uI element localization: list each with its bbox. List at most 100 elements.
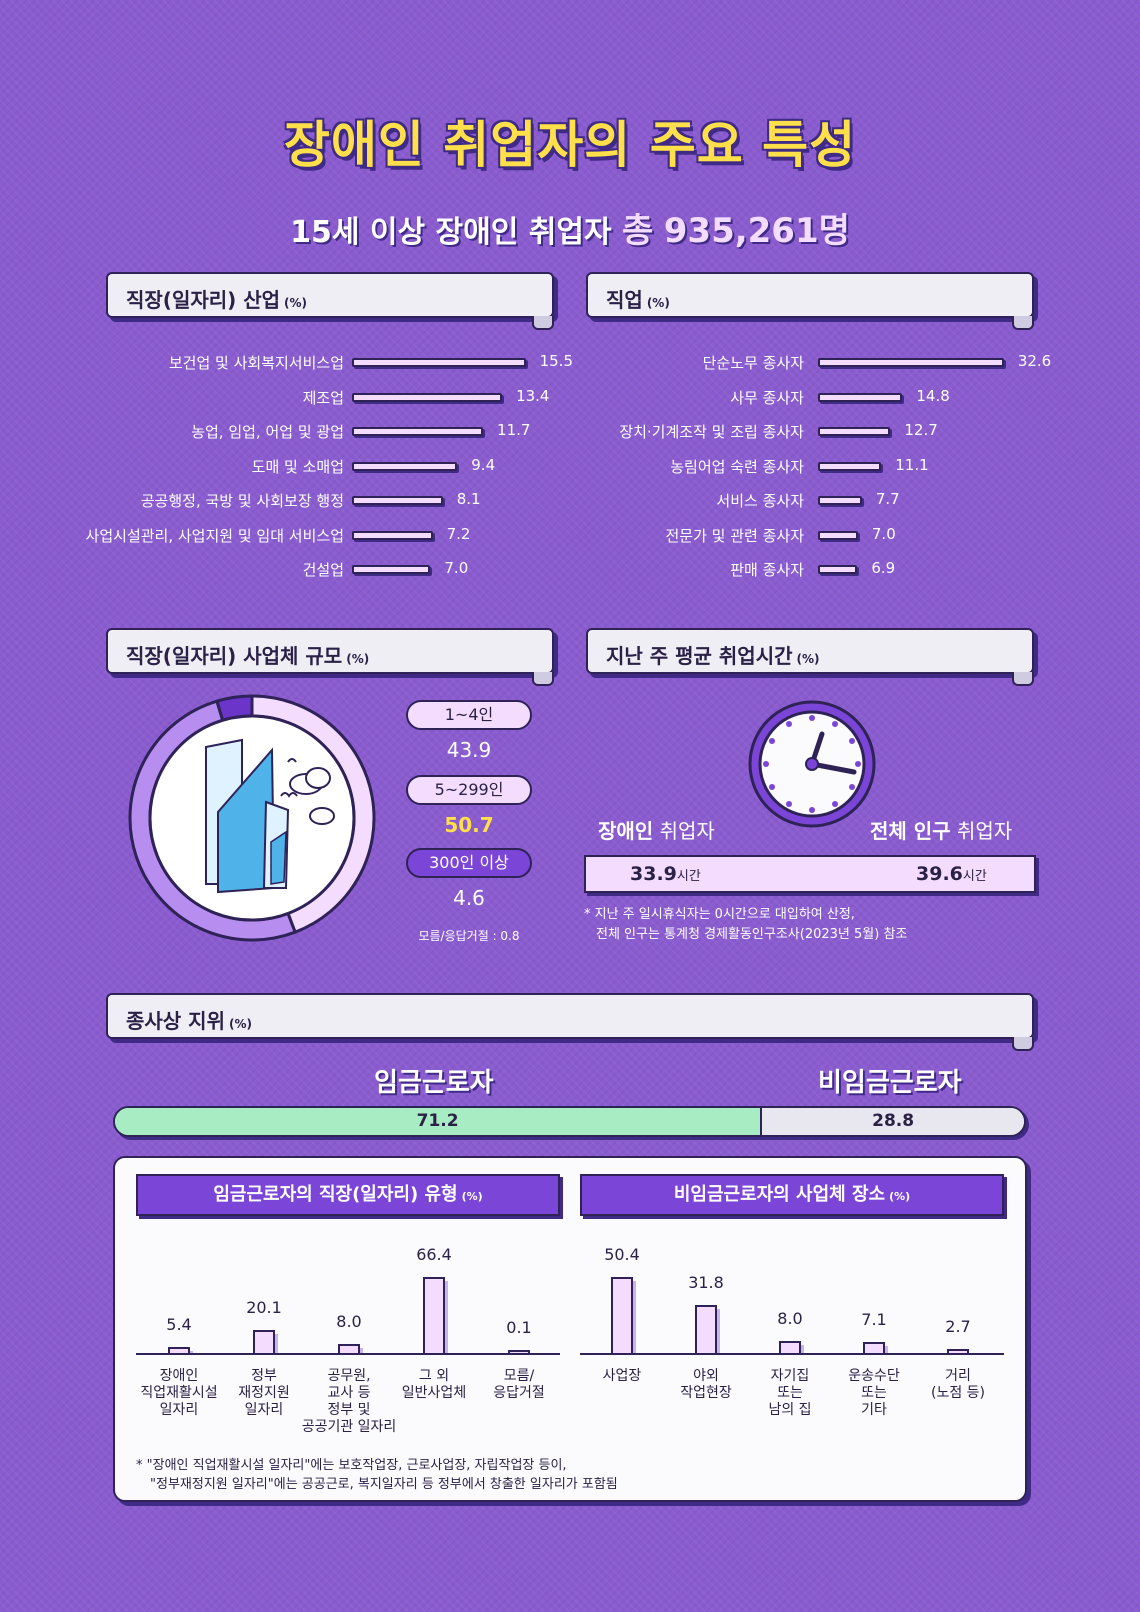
- hbar-label: 제조업: [0, 385, 344, 409]
- vbar-category-line: 정부: [251, 1368, 277, 1384]
- vbar-category-line: 응답거절: [493, 1385, 545, 1401]
- nonwage-place-title-unit: (%): [889, 1190, 911, 1203]
- vbar-category-line: 사업장: [602, 1368, 642, 1384]
- vbar-mark: [253, 1329, 275, 1353]
- vbar-category: 그 외 일반사업체: [379, 1368, 489, 1402]
- header-curl-decoration: [532, 672, 554, 686]
- size-legend-pill: 1~4인: [406, 700, 532, 730]
- hbar-value: 15.5: [539, 352, 573, 370]
- hbar-label: 공공행정, 국방 및 사회보장 행정: [0, 488, 344, 512]
- nonwage-place-baseline: [580, 1353, 1004, 1355]
- size-legend-pill: 300인 이상: [406, 848, 532, 878]
- vbar-category-line: 장애인: [159, 1368, 199, 1384]
- hbar-label-text: 보건업 및 사회복지서비스업: [168, 354, 344, 372]
- hbar-label-text: 건설업: [302, 561, 344, 579]
- hours-value-total-number: 39.6: [916, 863, 963, 885]
- vbar-mark: [611, 1277, 633, 1353]
- hbar-label: 전문가 및 관련 종사자: [0, 523, 804, 547]
- hours-note-2: 전체 인구는 통계청 경제활동인구조사(2023년 5월) 참조: [596, 927, 908, 942]
- hours-section-unit: (%): [796, 652, 820, 666]
- vbar-mark: [947, 1348, 969, 1353]
- hbar-label-text: 제조업: [302, 388, 344, 407]
- header-curl-decoration: [1012, 1037, 1034, 1051]
- wage-type-title-text: 임금근로자의 직장(일자리) 유형: [213, 1184, 458, 1205]
- status-label-wage: 임금근로자: [374, 1068, 494, 1098]
- vbar-value: 31.8: [688, 1273, 724, 1293]
- hbar-label-text: 도매 및 소매업: [251, 457, 344, 476]
- subtitle-total: 935,261: [663, 211, 819, 251]
- hours-note-1: * 지난 주 일시휴식자는 0시간으로 대입하여 산정,: [584, 907, 855, 922]
- hbar-mark: [818, 461, 882, 471]
- vbar-category-line: 직업재활시설: [140, 1385, 218, 1401]
- occupation-section-title: 직업: [606, 288, 643, 312]
- hbar-label: 판매 종사자: [0, 557, 804, 581]
- header-curl-decoration: [1012, 672, 1034, 686]
- size-section-unit: (%): [346, 652, 370, 666]
- vbar-category-line: 야외: [693, 1368, 719, 1384]
- vbar-value: 8.0: [336, 1311, 362, 1331]
- vbar-category-line: 또는: [861, 1385, 887, 1401]
- hbar-label: 장치·기계조작 및 조립 종사자: [0, 419, 804, 443]
- industry-section-header: 직장(일자리) 산업 (%): [106, 272, 554, 330]
- vbar-category-line: 일반사업체: [401, 1385, 467, 1401]
- clock-icon: [748, 700, 876, 828]
- hours-label-disabled-strong: 장애인: [598, 819, 654, 843]
- vbar-mark: [508, 1350, 530, 1353]
- vbar-category: 거리 (노점 등): [903, 1368, 1013, 1402]
- hbar-label: 건설업: [0, 557, 344, 581]
- vbar-mark: [695, 1305, 717, 1353]
- hbar-label-text: 전문가 및 관련 종사자: [665, 526, 804, 545]
- hbar-mark: [352, 565, 431, 574]
- page-title: 장애인 취업자의 주요 특성: [283, 116, 857, 174]
- vbar-mark: [338, 1343, 360, 1353]
- vbar-category-line: 기타: [861, 1402, 887, 1418]
- hours-label-total-rest: 취업자: [956, 819, 1013, 843]
- hbar-label: 농업, 임업, 어업 및 광업: [0, 419, 344, 443]
- size-section-header: 직장(일자리) 사업체 규모 (%): [106, 628, 554, 686]
- hours-bar: 33.9시간 39.6시간: [584, 855, 1036, 893]
- hbar-value: 6.9: [871, 559, 896, 577]
- hbar-mark: [818, 427, 891, 436]
- wage-type-title-unit: (%): [461, 1190, 483, 1203]
- status-segment: 28.8: [762, 1108, 1024, 1135]
- vbar-value: 8.0: [777, 1308, 803, 1328]
- vbar-value: 50.4: [604, 1245, 640, 1264]
- vbar-value: 66.4: [416, 1245, 452, 1264]
- hbar-label: 도매 및 소매업: [0, 454, 344, 478]
- hours-section-header: 지난 주 평균 취업시간 (%): [586, 628, 1034, 686]
- hbar-value: 7.0: [871, 524, 896, 543]
- wage-type-chart-title: 임금근로자의 직장(일자리) 유형 (%): [136, 1174, 560, 1216]
- hours-value-disabled-number: 33.9: [630, 863, 677, 885]
- footnote-1: * "장애인 직업재활시설 일자리"에는 보호작업장, 근로사업장, 자립작업장…: [136, 1458, 567, 1473]
- hbar-label-text: 서비스 종사자: [716, 492, 804, 510]
- hours-value-total: 39.6시간: [916, 863, 987, 885]
- wage-type-baseline: [136, 1353, 560, 1355]
- status-segment: 71.2: [115, 1108, 763, 1135]
- hbar-value: 11.7: [497, 421, 531, 439]
- vbar-category-line: 남의 집: [768, 1402, 812, 1418]
- footnote-2: "정부재정지원 일자리"에는 공공근로, 복지일자리 등 정부에서 창출한 일자…: [150, 1477, 618, 1492]
- hbar-label-text: 농업, 임업, 어업 및 광업: [191, 423, 344, 441]
- vbar-category: 야외 작업현장: [651, 1368, 761, 1402]
- vbar-value: 0.1: [506, 1318, 532, 1337]
- size-note: 모름/응답거절 : 0.8: [418, 929, 520, 943]
- hbar-value: 7.2: [446, 524, 471, 543]
- industry-section-unit: (%): [284, 296, 308, 310]
- hours-label-total-strong: 전체 인구: [870, 819, 951, 843]
- header-curl-decoration: [532, 316, 554, 330]
- occupation-section-unit: (%): [646, 296, 670, 310]
- hbar-value: 14.8: [916, 386, 950, 405]
- hours-label-disabled: 장애인 취업자: [598, 815, 715, 844]
- subtitle: 15세 이상 장애인 취업자 총 935,261명: [0, 203, 1140, 252]
- size-section-title: 직장(일자리) 사업체 규모: [126, 644, 343, 668]
- vbar-category: 장애인 직업재활시설 일자리: [124, 1368, 234, 1419]
- hbar-label-text: 사무 종사자: [730, 388, 804, 407]
- vbar-mark: [423, 1277, 445, 1353]
- size-donut-chart: [128, 694, 376, 942]
- vbar-category: 정부 재정지원 일자리: [209, 1368, 319, 1419]
- hbar-mark: [818, 565, 858, 574]
- vbar-category: 운송수단 또는 기타: [819, 1368, 929, 1419]
- vbar-category: 사업장: [567, 1368, 677, 1385]
- hbar-mark: [352, 392, 503, 402]
- hbar-label: 보건업 및 사회복지서비스업: [0, 350, 344, 374]
